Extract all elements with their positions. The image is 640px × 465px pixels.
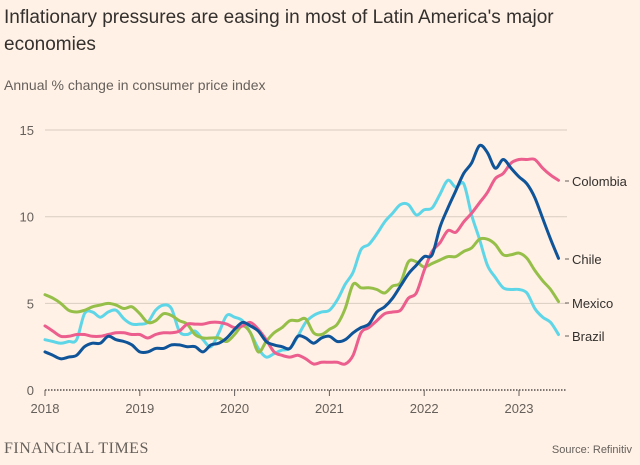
series-line-mexico <box>43 236 560 354</box>
series-label-brazil: Brazil <box>572 329 605 344</box>
y-tick-label: 0 <box>27 383 34 398</box>
series-line-chile <box>43 143 560 361</box>
series-label-mexico: Mexico <box>572 296 613 311</box>
y-tick-label: 10 <box>20 210 34 225</box>
x-tick-label: 2022 <box>410 401 439 416</box>
x-tick-label: 2018 <box>31 401 60 416</box>
x-tick-label: 2023 <box>505 401 534 416</box>
x-tick-label: 2020 <box>220 401 249 416</box>
series-label-colombia: Colombia <box>572 174 628 189</box>
ft-logo: FINANCIAL TIMES <box>4 440 149 457</box>
x-tick-label: 2021 <box>315 401 344 416</box>
chart-title: Inflationary pressures are easing in mos… <box>4 7 554 55</box>
series-line-colombia <box>43 157 560 366</box>
series-line-brazil <box>43 178 560 359</box>
y-tick-label: 5 <box>27 296 34 311</box>
series-label-chile: Chile <box>572 252 602 267</box>
x-tick-label: 2019 <box>125 401 154 416</box>
source-note: Source: Refinitiv <box>551 444 632 456</box>
y-tick-label: 15 <box>20 123 34 138</box>
chart-subtitle: Annual % change in consumer price index <box>4 77 266 93</box>
